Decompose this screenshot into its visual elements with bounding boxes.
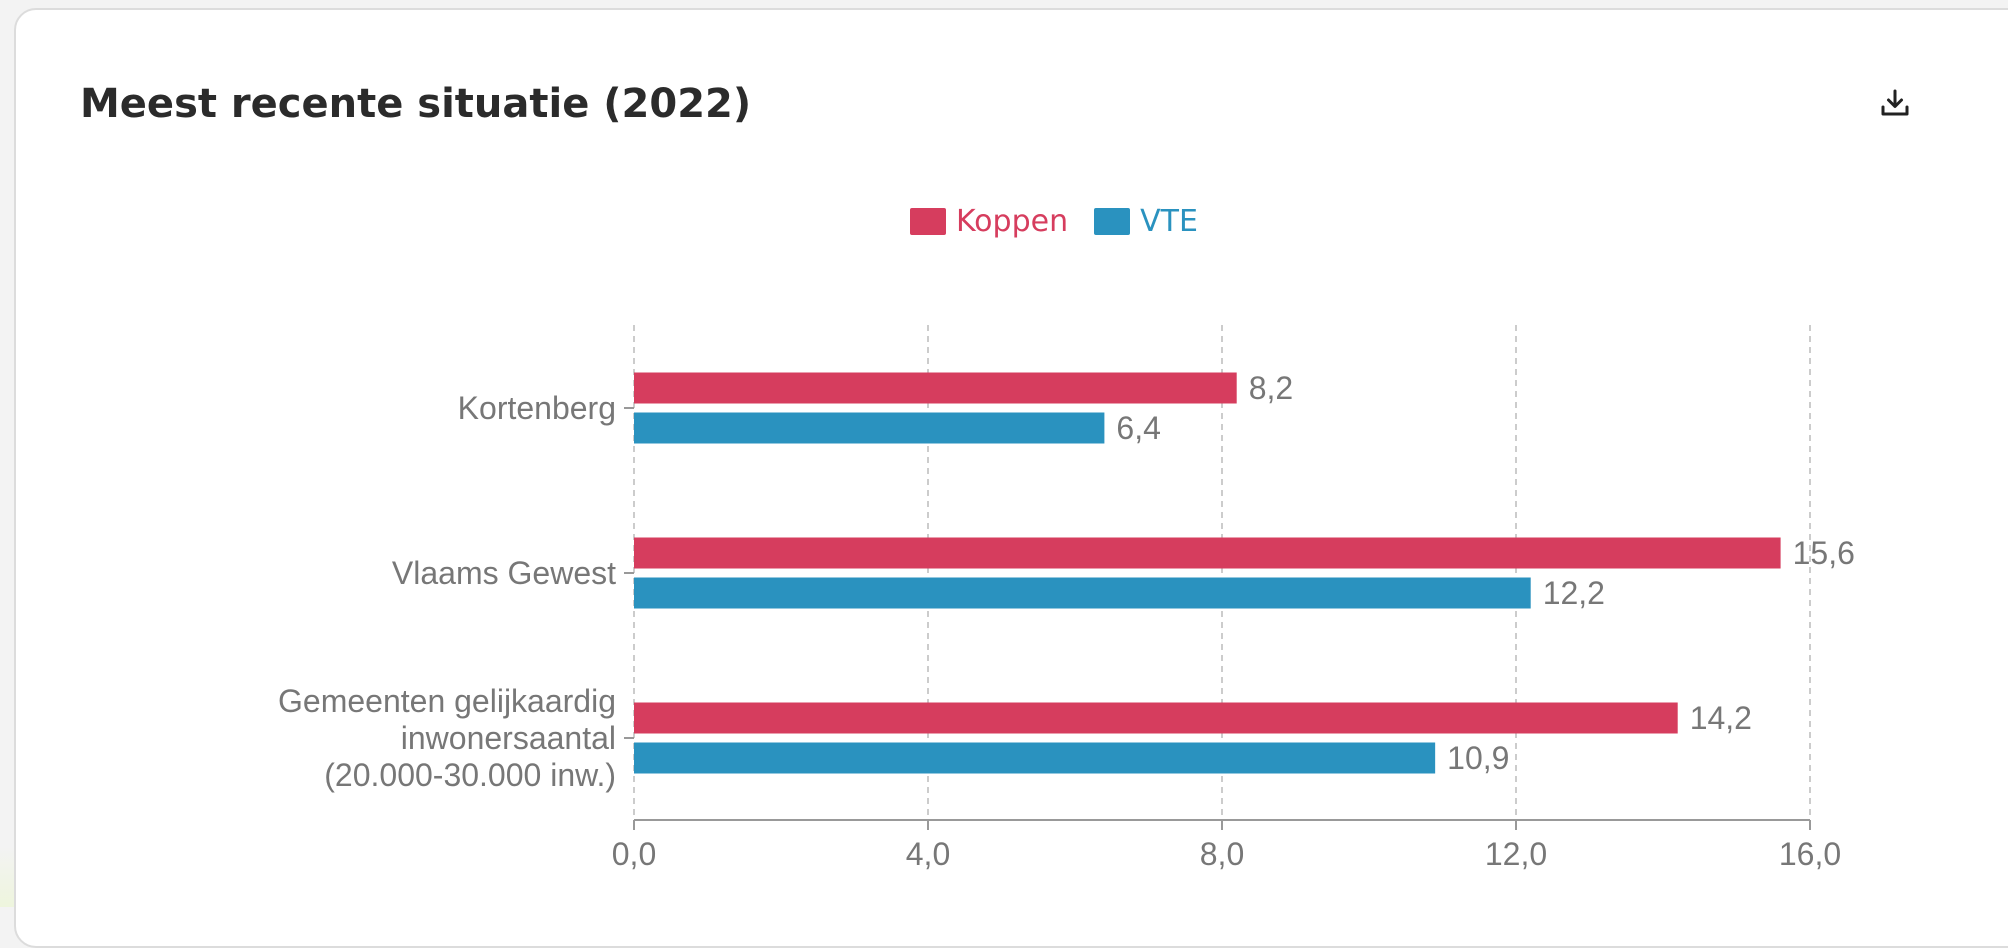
value-label-vte-0: 6,4 [1116, 410, 1160, 446]
bar-koppen-0 [634, 373, 1237, 404]
category-label-line: inwonersaantal [401, 720, 616, 756]
category-label-line: Kortenberg [458, 390, 616, 426]
value-label-vte-2: 10,9 [1447, 740, 1509, 776]
x-tick-label-1: 4,0 [906, 836, 950, 872]
bar-vte-0 [634, 413, 1104, 444]
bar-vte-1 [634, 578, 1531, 609]
bar-koppen-2 [634, 703, 1678, 734]
bar-vte-2 [634, 743, 1435, 774]
x-tick-label-0: 0,0 [612, 836, 656, 872]
category-label-line: (20.000-30.000 inw.) [324, 757, 616, 793]
category-label-vlaams-gewest: Vlaams Gewest [392, 555, 616, 591]
x-tick-label-3: 12,0 [1485, 836, 1547, 872]
value-label-vte-1: 12,2 [1543, 575, 1605, 611]
bar-koppen-1 [634, 538, 1781, 569]
category-label-kortenberg: Kortenberg [458, 390, 616, 426]
category-label-line: Vlaams Gewest [392, 555, 616, 591]
bar-chart: 0,0 4,0 8,0 12,0 16,0 Kortenberg Vlaams Gewest… [0, 0, 2008, 907]
value-label-koppen-0: 8,2 [1249, 370, 1293, 406]
category-label-line: Gemeenten gelijkaardig [278, 683, 616, 719]
value-label-koppen-2: 14,2 [1690, 700, 1752, 736]
x-tick-label-4: 16,0 [1779, 836, 1841, 872]
x-tick-label-2: 8,0 [1200, 836, 1244, 872]
value-label-koppen-1: 15,6 [1793, 535, 1855, 571]
